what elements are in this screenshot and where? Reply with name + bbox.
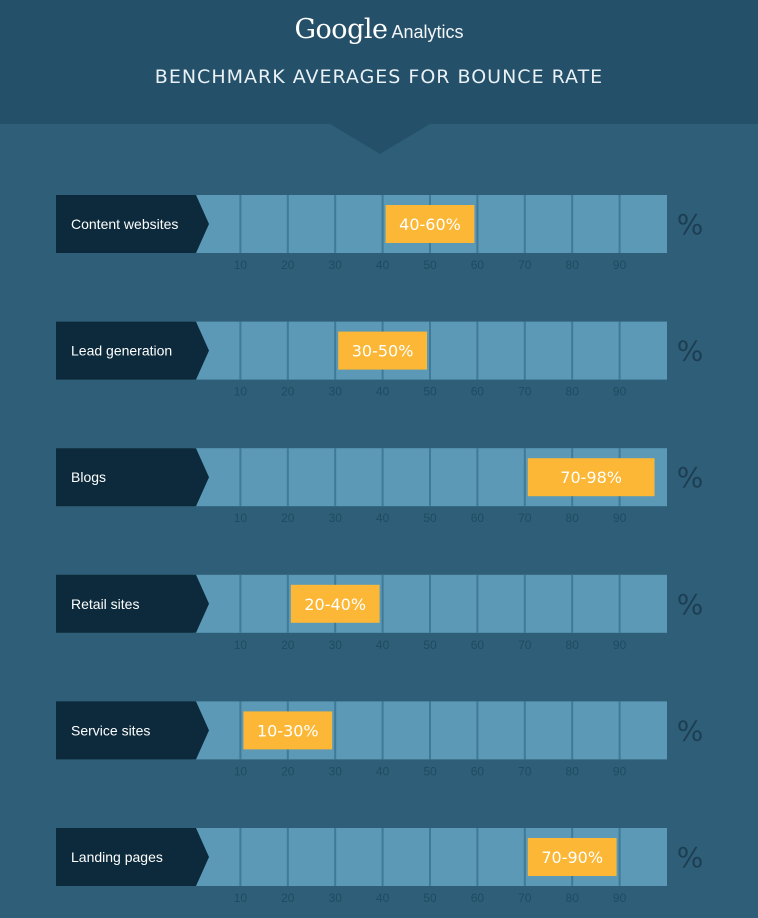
category-label-content-websites: Content websites (71, 216, 178, 232)
range-label-retail-sites: 20-40% (304, 595, 366, 614)
tick-label-retail-sites-60: 60 (471, 638, 485, 652)
category-box-lead-generation (56, 321, 209, 380)
category-box-content-websites (56, 195, 209, 253)
header-notch (330, 124, 430, 154)
range-bar-lead-generation (338, 331, 427, 370)
tick-label-lead-generation-60: 60 (471, 385, 485, 399)
tick-label-lead-generation-20: 20 (281, 385, 295, 399)
category-box-service-sites (56, 701, 209, 760)
tick-label-lead-generation-40: 40 (376, 385, 390, 399)
range-bar-content-websites (385, 205, 475, 243)
tick-label-landing-pages-10: 10 (234, 891, 248, 905)
tick-label-service-sites-20: 20 (281, 764, 295, 778)
category-box-blogs (56, 448, 209, 507)
google-analytics-logo: Google Analytics (0, 14, 758, 45)
range-bar-landing-pages (527, 838, 617, 876)
tick-label-lead-generation-70: 70 (518, 385, 532, 399)
range-bar-service-sites (243, 711, 333, 750)
tick-label-lead-generation-10: 10 (234, 385, 248, 399)
category-label-blogs: Blogs (71, 469, 106, 485)
tick-label-retail-sites-50: 50 (423, 638, 437, 652)
tick-label-blogs-80: 80 (566, 511, 580, 525)
tick-label-content-websites-10: 10 (234, 258, 248, 272)
tick-label-blogs-40: 40 (376, 511, 390, 525)
tick-label-lead-generation-50: 50 (423, 385, 437, 399)
category-label-landing-pages: Landing pages (71, 849, 163, 865)
tick-label-service-sites-50: 50 (423, 764, 437, 778)
tick-label-retail-sites-40: 40 (376, 638, 390, 652)
tick-label-lead-generation-90: 90 (613, 385, 627, 399)
tick-label-landing-pages-80: 80 (566, 891, 580, 905)
category-label-retail-sites: Retail sites (71, 596, 139, 612)
tick-label-retail-sites-70: 70 (518, 638, 532, 652)
range-label-content-websites: 40-60% (399, 215, 461, 234)
tick-label-landing-pages-60: 60 (471, 891, 485, 905)
tick-label-service-sites-70: 70 (518, 764, 532, 778)
tick-label-content-websites-20: 20 (281, 258, 295, 272)
unit-label-blogs: % (677, 461, 704, 494)
tick-label-service-sites-60: 60 (471, 764, 485, 778)
tick-label-blogs-20: 20 (281, 511, 295, 525)
range-label-landing-pages: 70-90% (541, 848, 603, 867)
tick-label-blogs-90: 90 (613, 511, 627, 525)
unit-label-retail-sites: % (677, 588, 704, 621)
category-box-landing-pages (56, 828, 209, 886)
tick-label-retail-sites-20: 20 (281, 638, 295, 652)
tick-label-retail-sites-90: 90 (613, 638, 627, 652)
tick-label-blogs-70: 70 (518, 511, 532, 525)
range-label-lead-generation: 30-50% (352, 342, 414, 361)
unit-label-lead-generation: % (677, 335, 704, 368)
tick-label-service-sites-90: 90 (613, 764, 627, 778)
tick-label-content-websites-30: 30 (329, 258, 343, 272)
tick-label-landing-pages-90: 90 (613, 891, 627, 905)
range-bar-blogs (527, 458, 655, 497)
tick-label-content-websites-40: 40 (376, 258, 390, 272)
unit-label-landing-pages: % (677, 841, 704, 874)
tick-label-lead-generation-30: 30 (329, 385, 343, 399)
tick-label-content-websites-80: 80 (566, 258, 580, 272)
category-box-retail-sites (56, 574, 209, 633)
brand-analytics: Analytics (391, 22, 464, 42)
tick-label-landing-pages-20: 20 (281, 891, 295, 905)
tick-label-blogs-10: 10 (234, 511, 248, 525)
tick-label-landing-pages-30: 30 (329, 891, 343, 905)
tick-label-service-sites-30: 30 (329, 764, 343, 778)
tick-label-landing-pages-70: 70 (518, 891, 532, 905)
tick-label-retail-sites-30: 30 (329, 638, 343, 652)
tick-label-landing-pages-40: 40 (376, 891, 390, 905)
range-bar-retail-sites (290, 584, 380, 623)
tick-label-content-websites-60: 60 (471, 258, 485, 272)
tick-label-blogs-60: 60 (471, 511, 485, 525)
range-label-blogs: 70-98% (560, 468, 622, 487)
header-banner (0, 0, 758, 124)
category-label-lead-generation: Lead generation (71, 343, 172, 359)
page-title: BENCHMARK AVERAGES FOR BOUNCE RATE (154, 66, 604, 88)
tick-label-blogs-50: 50 (423, 511, 437, 525)
tick-label-service-sites-10: 10 (234, 764, 248, 778)
tick-label-content-websites-90: 90 (613, 258, 627, 272)
tick-label-content-websites-70: 70 (518, 258, 532, 272)
brand-google: Google (294, 14, 388, 45)
tick-label-blogs-30: 30 (329, 511, 343, 525)
tick-label-landing-pages-50: 50 (423, 891, 437, 905)
category-label-service-sites: Service sites (71, 722, 150, 738)
unit-label-content-websites: % (677, 208, 704, 241)
tick-label-service-sites-80: 80 (566, 764, 580, 778)
unit-label-service-sites: % (677, 714, 704, 747)
tick-label-retail-sites-80: 80 (566, 638, 580, 652)
tick-label-service-sites-40: 40 (376, 764, 390, 778)
tick-label-content-websites-50: 50 (423, 258, 437, 272)
tick-label-lead-generation-80: 80 (566, 385, 580, 399)
tick-label-retail-sites-10: 10 (234, 638, 248, 652)
range-label-service-sites: 10-30% (257, 721, 319, 740)
